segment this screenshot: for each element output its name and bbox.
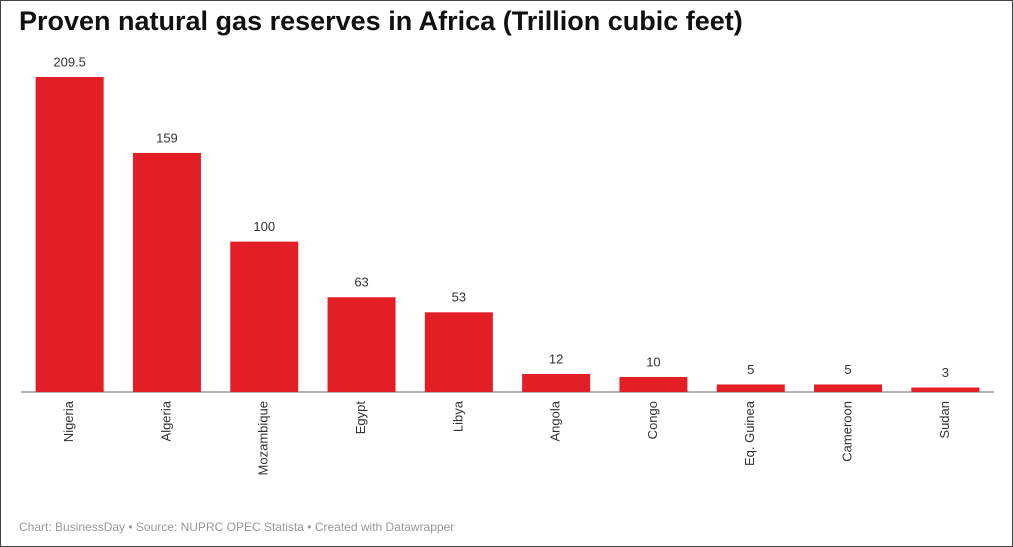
value-label: 209.5 <box>53 54 86 69</box>
bar <box>522 373 591 392</box>
value-label: 63 <box>354 275 368 290</box>
bar <box>230 241 299 392</box>
value-label: 5 <box>747 362 754 377</box>
value-label: 12 <box>549 351 563 366</box>
value-label: 10 <box>646 354 660 369</box>
value-label: 3 <box>942 365 949 380</box>
value-label: 5 <box>844 362 851 377</box>
value-label: 53 <box>452 290 466 305</box>
bar <box>327 297 396 392</box>
x-tick-label: Eq. Guinea <box>742 400 757 466</box>
bar <box>716 384 785 392</box>
bar <box>132 152 201 392</box>
x-tick-label: Egypt <box>353 401 368 435</box>
bar <box>911 387 980 392</box>
x-tick-label: Algeria <box>158 400 173 441</box>
bar <box>35 77 104 392</box>
source-note: Chart: BusinessDay • Source: NUPRC OPEC … <box>19 520 454 534</box>
x-tick-label: Cameroon <box>839 401 854 462</box>
chart-title: Proven natural gas reserves in Africa (T… <box>19 6 743 36</box>
x-tick-label: Sudan <box>937 401 952 439</box>
x-tick-label: Mozambique <box>256 401 271 475</box>
bar <box>814 384 883 392</box>
x-tick-label: Libya <box>450 400 465 432</box>
bar <box>424 312 493 392</box>
value-label: 100 <box>253 219 275 234</box>
value-label: 159 <box>156 130 178 145</box>
x-tick-label: Congo <box>645 401 660 439</box>
bar <box>619 376 688 392</box>
x-tick-label: Angola <box>548 400 563 441</box>
x-tick-label: Nigeria <box>61 400 76 442</box>
